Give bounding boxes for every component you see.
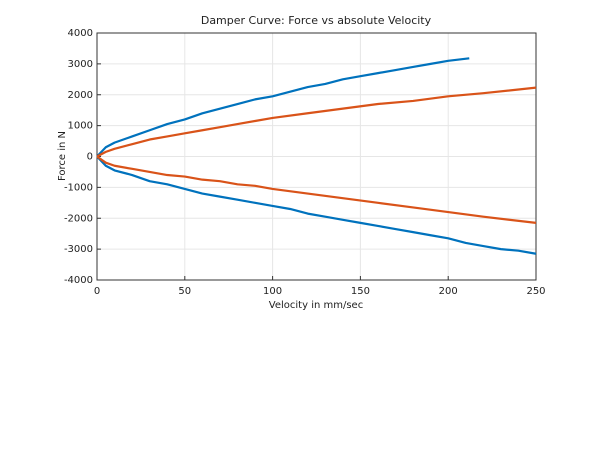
data-line xyxy=(96,155,537,255)
x-tick-label: 250 xyxy=(526,286,545,297)
x-tick-label: 200 xyxy=(439,286,458,297)
y-tick-label: -2000 xyxy=(64,213,93,224)
x-axis-label: Velocity in mm/sec xyxy=(269,300,363,311)
y-tick-label: -4000 xyxy=(64,275,93,286)
data-line xyxy=(96,155,537,224)
y-tick-label: 4000 xyxy=(68,28,93,39)
x-tick-label: 0 xyxy=(94,286,100,297)
y-tick-label: 2000 xyxy=(68,90,93,101)
x-tick-label: 150 xyxy=(351,286,370,297)
y-tick-label: -1000 xyxy=(64,182,93,193)
x-tick-label: 100 xyxy=(263,286,282,297)
y-axis-label: Force in N xyxy=(57,131,68,181)
data-line xyxy=(96,57,470,158)
y-tick-label: 3000 xyxy=(68,59,93,70)
y-tick-label: 1000 xyxy=(68,121,93,132)
data-line xyxy=(96,86,537,158)
chart-title: Damper Curve: Force vs absolute Velocity xyxy=(201,14,432,27)
y-tick-label: -3000 xyxy=(64,244,93,255)
y-tick-label: 0 xyxy=(87,152,93,163)
x-tick-label: 50 xyxy=(178,286,191,297)
